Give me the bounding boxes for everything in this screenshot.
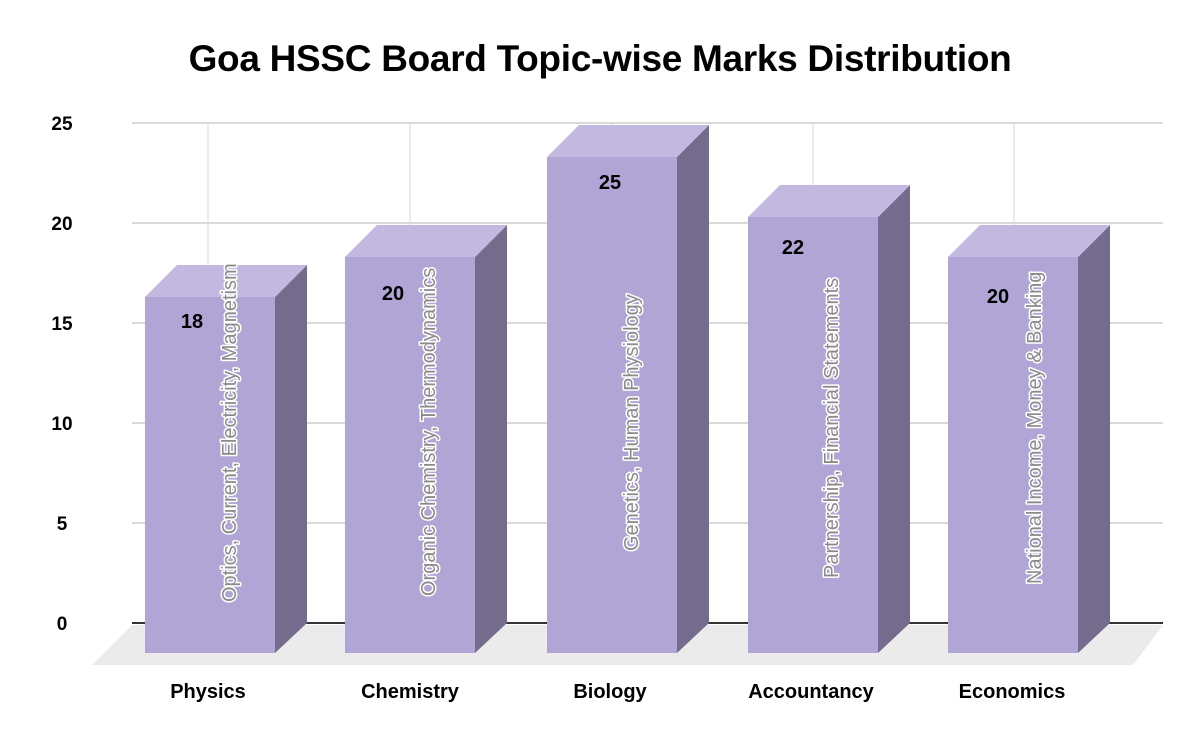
bar-economics[interactable]: 20 National Income, Money & Banking	[948, 225, 1110, 653]
bar-top	[948, 225, 1110, 257]
y-tick-10: 10	[51, 414, 72, 435]
bar-side	[677, 125, 709, 653]
bar-top	[145, 265, 307, 297]
x-tick-physics: Physics	[170, 681, 246, 703]
x-tick-economics: Economics	[959, 681, 1066, 703]
bar-front	[547, 157, 677, 653]
bar-physics[interactable]: 18 Optics, Current, Electricity, Magneti…	[145, 262, 307, 653]
bar-front	[948, 257, 1078, 653]
chart-title: Goa HSSC Board Topic-wise Marks Distribu…	[188, 38, 1012, 79]
x-tick-chemistry: Chemistry	[361, 681, 460, 703]
topic-label: Organic Chemistry, Thermodynamics	[418, 268, 440, 596]
x-axis: Physics Chemistry Biology Accountancy Ec…	[170, 681, 1065, 703]
x-tick-biology: Biology	[573, 681, 647, 703]
value-label: 20	[987, 286, 1009, 308]
bar-front	[748, 217, 878, 653]
bar-chemistry[interactable]: 20 Organic Chemistry, Thermodynamics	[345, 225, 507, 653]
bar-front	[145, 297, 275, 653]
topic-label: National Income, Money & Banking	[1024, 272, 1046, 584]
x-tick-accountancy: Accountancy	[748, 681, 874, 703]
bar-top	[748, 185, 910, 217]
topic-label: Optics, Current, Electricity, Magnetism	[219, 263, 241, 602]
value-label: 20	[382, 283, 404, 305]
value-label: 22	[782, 237, 804, 259]
topic-label: Genetics, Human Physiology	[621, 294, 643, 551]
topic-label: Partnership, Financial Statements	[821, 278, 843, 578]
bar-front	[345, 257, 475, 653]
bar-accountancy[interactable]: 22 Partnership, Financial Statements	[748, 185, 910, 653]
bar-biology[interactable]: 25 Genetics, Human Physiology	[547, 125, 709, 653]
bar-side	[275, 265, 307, 653]
y-tick-5: 5	[57, 514, 68, 535]
value-label: 25	[599, 172, 621, 194]
y-axis: 0 5 10 15 20 25	[51, 114, 73, 635]
y-tick-15: 15	[51, 314, 73, 335]
y-tick-25: 25	[51, 114, 73, 135]
y-tick-20: 20	[51, 214, 72, 235]
y-tick-0: 0	[57, 614, 68, 635]
bar-top	[345, 225, 507, 257]
bar-top	[547, 125, 709, 157]
bar-side	[475, 225, 507, 653]
bar-side	[878, 185, 910, 653]
bar-side	[1078, 225, 1110, 653]
value-label: 18	[181, 311, 203, 333]
